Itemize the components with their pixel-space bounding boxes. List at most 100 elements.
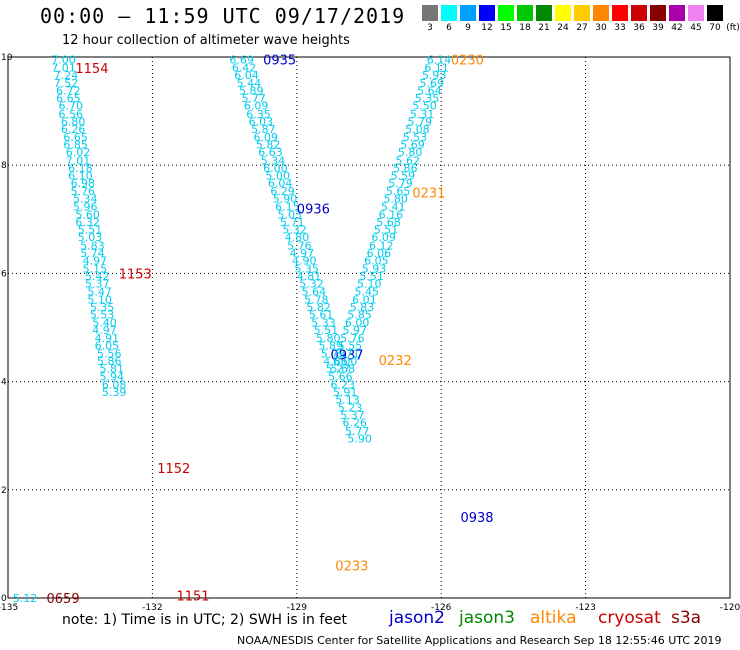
wave-height-value: 5.00 (266, 169, 291, 182)
wave-height-value: 6.85 (63, 139, 88, 152)
color-scale-label: 6 (446, 23, 452, 33)
color-scale-label: 70 (709, 23, 721, 33)
y-tick-label: 0 (1, 594, 7, 604)
wave-height-value: 5.71 (280, 216, 305, 229)
wave-height-value: 5.41 (381, 200, 406, 213)
wave-height-value: 5.66 (328, 371, 353, 384)
wave-height-value: 5.03 (278, 208, 303, 221)
wave-height-value: 5.53 (403, 131, 428, 144)
color-scale-label: 9 (465, 23, 471, 33)
pass-time-label: 1154 (75, 62, 108, 77)
color-scale-label: 21 (538, 23, 550, 33)
y-tick-label: 4 (1, 378, 7, 388)
wave-height-value: 6.65 (56, 92, 80, 105)
wave-height-value: 5.94 (99, 371, 124, 384)
wave-height-value: 5.97 (343, 324, 368, 337)
wave-height-value: 5.83 (350, 301, 375, 314)
wave-height-value: 5.37 (85, 278, 110, 291)
wave-height-value: 5.78 (304, 293, 329, 306)
color-swatch (707, 5, 723, 21)
wave-height-value: 5.80 (316, 332, 341, 345)
legend-jason2: jason2 (389, 608, 445, 628)
wave-height-value: 6.01 (352, 293, 377, 306)
wave-height-value: 6.00 (333, 355, 358, 368)
wave-height-value: 5.35 (90, 301, 115, 314)
wave-height-value: 5.86 (393, 162, 418, 175)
color-scale-label: 3 (427, 23, 433, 33)
color-swatch (536, 5, 552, 21)
color-swatch (574, 5, 590, 21)
color-scale-label: 36 (633, 23, 645, 33)
wave-height-value: 6.06 (367, 247, 392, 260)
wave-height-value: 5.93 (422, 69, 447, 82)
color-scale-label: 24 (557, 23, 569, 33)
wave-height-value: 5.10 (87, 293, 112, 306)
pass-time-label: 0230 (451, 54, 484, 69)
wave-height-value: 6.56 (59, 108, 84, 121)
wave-height-value: 5.65 (386, 185, 411, 198)
wave-height-value: 5.76 (71, 185, 96, 198)
color-swatch (669, 5, 685, 21)
pass-time-label: 0232 (379, 354, 412, 369)
wave-height-value: 5.69 (400, 139, 425, 152)
legend-jason3: jason3 (459, 608, 515, 628)
wave-height-value: 4.91 (95, 332, 120, 345)
wave-height-value: 7.01 (66, 154, 91, 167)
color-scale-label: 42 (671, 23, 683, 33)
color-swatch (498, 5, 514, 21)
wave-height-value: 5.90 (347, 432, 372, 445)
legend-altika: altika (530, 608, 577, 628)
x-tick-label: -126 (431, 603, 452, 613)
x-tick-label: -123 (575, 603, 595, 613)
wave-height-value: 6.10 (68, 169, 93, 182)
wave-height-value: 4.90 (292, 254, 317, 267)
wave-height-value: 6.80 (61, 115, 86, 128)
wave-height-value: 5.37 (340, 409, 365, 422)
wave-height-value: 6.11 (424, 61, 449, 74)
wave-height-value: 6.69 (229, 54, 254, 67)
wave-height-value: 5.47 (87, 285, 112, 298)
wave-height-value: 6.70 (59, 100, 84, 113)
wave-height-value: 5.51 (78, 224, 103, 237)
color-swatch (650, 5, 666, 21)
y-tick-label: 6 (1, 269, 7, 279)
wave-height-value: 6.12 (369, 239, 394, 252)
wave-height-value: 5.79 (388, 177, 413, 190)
pass-time-label: 0231 (412, 186, 445, 201)
color-scale-label: 45 (690, 23, 702, 33)
wave-height-value: 7.24 (54, 69, 79, 82)
color-scale-label: 39 (652, 23, 664, 33)
color-swatch (422, 5, 438, 21)
wave-height-value: 7.00 (51, 54, 76, 67)
pass-time-label: 1152 (157, 462, 190, 477)
wave-height-value: 5.59 (391, 169, 416, 182)
pass-time-label: 1151 (176, 589, 209, 604)
wave-height-value: 6.16 (379, 208, 404, 221)
wave-height-value: 6.18 (68, 162, 93, 175)
wave-height-value: 4.80 (285, 231, 310, 244)
wave-height-value: 5.74 (80, 247, 105, 260)
color-scale-label: 12 (481, 23, 493, 33)
wave-height-value: 7.01 (51, 61, 76, 74)
wave-height-value: 6.29 (270, 185, 295, 198)
wave-height-value: 6.08 (102, 378, 127, 391)
chart-title: 00:00 – 11:59 UTC 09/17/2019 (40, 4, 406, 28)
wave-height-value: 5.60 (75, 208, 100, 221)
x-tick-label: -132 (142, 603, 162, 613)
wave-height-value: 5.80 (383, 193, 408, 206)
wave-height-value: 5.15 (83, 263, 108, 276)
wave-height-value: 5.76 (287, 239, 312, 252)
wave-height-value: 5.81 (99, 363, 124, 376)
color-swatch (612, 5, 628, 21)
wave-height-value: 5.64 (417, 85, 442, 98)
wave-height-value: 5.79 (408, 115, 433, 128)
wave-height-value: 6.00 (345, 317, 370, 330)
wave-height-value: 6.05 (364, 254, 389, 267)
wave-height-value: 6.14 (427, 54, 452, 67)
wave-height-value: 4.97 (92, 324, 117, 337)
pass-time-label: 0659 (47, 592, 80, 607)
wave-height-value: 5.31 (410, 108, 435, 121)
wave-height-value: 5.80 (398, 146, 423, 159)
wave-height-value: 5.96 (73, 200, 98, 213)
